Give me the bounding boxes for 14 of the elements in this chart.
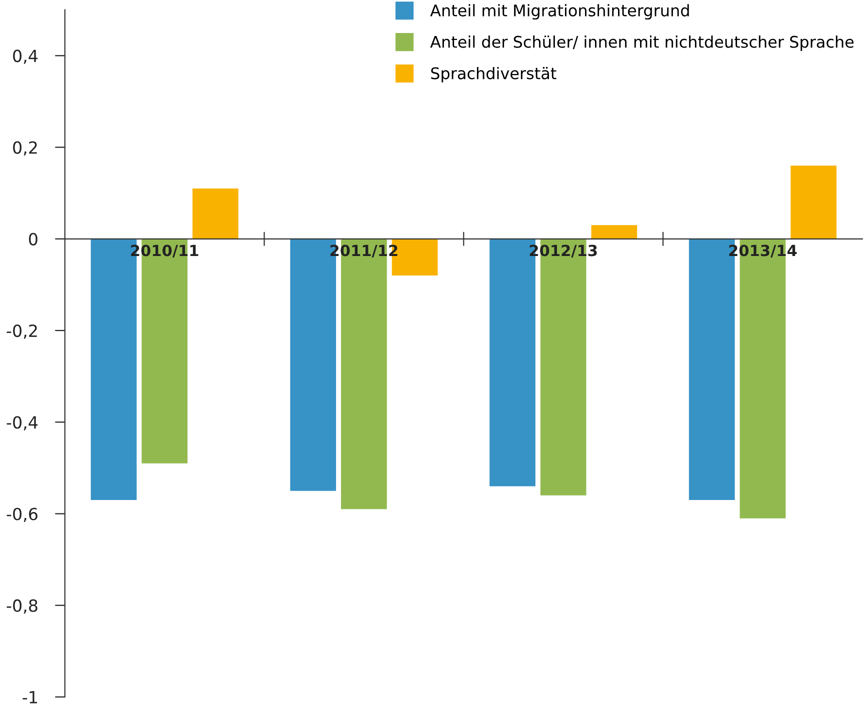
legend-label: Anteil der Schüler/ innen mit nichtdeutscher Sprache (430, 36, 854, 51)
legend-label: Anteil mit Migrationshintergrund (430, 4, 689, 20)
y-tick-label: 0 (28, 232, 38, 246)
legend-label: Sprachdiverstät (431, 66, 556, 82)
bar (591, 225, 638, 239)
bar (192, 188, 238, 239)
y-tick-label: -0,8 (6, 599, 38, 614)
y-tick-label: -0,6 (6, 508, 38, 522)
y-tick-label: 0,2 (13, 141, 37, 156)
y-tick-label: 0,4 (13, 50, 38, 64)
bar (790, 166, 836, 239)
y-tick-label: -0,4 (6, 416, 38, 430)
y-tick-label: -1 (22, 691, 37, 704)
y-tick-label: -0,2 (6, 324, 37, 339)
